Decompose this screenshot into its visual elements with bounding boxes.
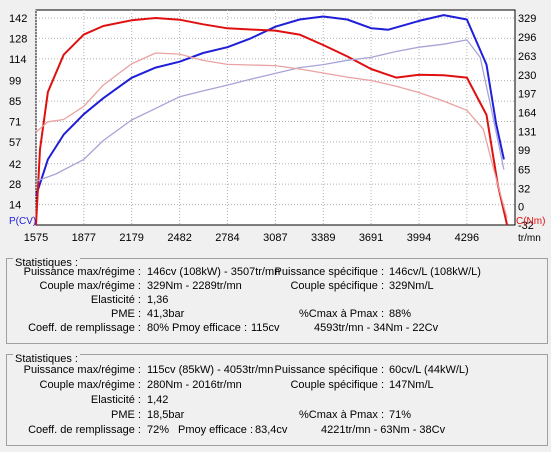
cmax-label: Couple max/régime :	[39, 280, 142, 292]
pct-detail: 4221tr/mn - 63Nm - 38Cv	[321, 424, 446, 436]
dyno-chart-panel: 1575 1877 2179 2482 2784 3087 3389 3691 3994 4296…	[9, 9, 546, 244]
series-line	[35, 14, 505, 197]
y-left-tick-label: 14	[9, 200, 21, 212]
pmoy-label: Pmoy efficace :	[178, 424, 253, 436]
cspec-value: 147Nm/L	[389, 379, 434, 391]
coeff-value: 80%	[147, 322, 170, 334]
pmax-value: 146cv (108kW) - 3507tr/mn	[147, 266, 281, 278]
pmoy-value: 83,4cv	[255, 424, 288, 436]
pme-value: 41,3bar	[147, 308, 185, 320]
axes: 1575 1877 2179 2482 2784 3087 3389 3691 3994 4296…	[9, 13, 545, 244]
y-right-axis-label: C(Nm)	[516, 216, 545, 227]
pme-label: PME :	[111, 308, 141, 320]
series-line	[35, 52, 508, 219]
x-tick-label: 1575	[24, 232, 48, 244]
coeff-label: Coeff. de remplissage :	[28, 322, 141, 334]
coeff-value: 72%	[147, 424, 170, 436]
y-left-axis-label: P(CV)	[9, 216, 36, 227]
pspec-label: Puissance spécifique :	[274, 266, 384, 278]
y-right-tick-label: -32	[518, 220, 534, 232]
x-tick-label: 3389	[311, 232, 335, 244]
pspec-value: 60cv/L (44kW/L)	[389, 364, 469, 376]
y-left-tick-label: 57	[9, 137, 21, 149]
y-right-tick-label: 164	[518, 108, 536, 120]
y-left-tick-label: 128	[9, 33, 27, 45]
x-tick-label: 3087	[263, 232, 287, 244]
elasticity-value: 1,42	[147, 394, 169, 406]
y-left-tick-label: 85	[9, 96, 21, 108]
y-right-tick-label: 263	[518, 51, 536, 63]
x-tick-label: 2179	[119, 232, 143, 244]
stats-title: Statistiques :	[13, 353, 80, 365]
pmoy-value: 115cv	[251, 322, 280, 334]
x-tick-label: 3691	[359, 232, 383, 244]
cmax-value: 329Nm - 2289tr/mn	[147, 280, 242, 292]
pmax-label: Puissance max/régime :	[23, 266, 141, 278]
stats-panel-2: Statistiques : Puissance max/régime : 11…	[6, 353, 548, 446]
y-right-tick-label: 197	[518, 89, 536, 101]
pct-label: %Cmax à Pmax :	[299, 308, 384, 320]
pspec-value: 146cv/L (108kW/L)	[389, 266, 481, 278]
pct-value: 88%	[389, 308, 412, 320]
pct-detail: 4593tr/mn - 34Nm - 22Cv	[314, 322, 439, 334]
elasticity-value: 1,36	[147, 294, 169, 306]
elasticity-label: Elasticité :	[90, 294, 141, 306]
y-left-tick-label: 114	[9, 54, 27, 66]
y-left-tick-label: 99	[9, 76, 21, 88]
y-left-tick-label: 28	[9, 179, 21, 191]
cspec-value: 329Nm/L	[389, 280, 434, 292]
y-right-tick-label: 230	[518, 70, 536, 82]
y-left-tick-label: 71	[9, 117, 21, 129]
cspec-label: Couple spécifique :	[290, 379, 384, 391]
y-right-tick-label: 99	[518, 145, 530, 157]
pmax-label: Puissance max/régime :	[23, 364, 141, 376]
stats-panel-1: Statistiques : Puissance max/régime : 14…	[6, 257, 548, 344]
y-right-tick-label: 329	[518, 13, 536, 25]
pme-value: 18,5bar	[147, 409, 185, 421]
x-tick-label: 1877	[72, 232, 96, 244]
pspec-label: Puissance spécifique :	[274, 364, 384, 376]
coeff-label: Coeff. de remplissage :	[28, 424, 141, 436]
x-tick-label: 3994	[407, 232, 431, 244]
pct-label: %Cmax à Pmax :	[299, 409, 384, 421]
pmoy-label: Pmoy efficace :	[172, 322, 247, 334]
pme-label: PME :	[111, 409, 141, 421]
y-right-tick-label: 32	[518, 183, 530, 195]
x-tick-label: 4296	[455, 232, 479, 244]
series-group	[35, 14, 509, 226]
y-right-tick-label: 65	[518, 164, 530, 176]
series-line	[35, 17, 509, 226]
cspec-label: Couple spécifique :	[290, 280, 384, 292]
plot-area	[35, 9, 516, 226]
pct-value: 71%	[389, 409, 412, 421]
cmax-value: 280Nm - 2016tr/mn	[147, 379, 242, 391]
series-line	[35, 39, 505, 182]
y-right-tick-label: 0	[518, 202, 524, 214]
x-tick-label: 2784	[215, 232, 239, 244]
elasticity-label: Elasticité :	[90, 394, 141, 406]
y-left-tick-label: 142	[9, 13, 27, 25]
x-unit-label: tr/mn	[518, 233, 541, 244]
dyno-chart: 1575 1877 2179 2482 2784 3087 3389 3691 3994 4296…	[9, 9, 545, 244]
y-right-tick-label: 296	[518, 32, 536, 44]
y-right-tick-label: 131	[518, 127, 536, 139]
x-tick-label: 2482	[167, 232, 191, 244]
cmax-label: Couple max/régime :	[39, 379, 142, 391]
pmax-value: 115cv (85kW) - 4053tr/mn	[147, 364, 274, 376]
stats-title: Statistiques :	[13, 257, 80, 269]
y-left-tick-label: 42	[9, 159, 21, 171]
